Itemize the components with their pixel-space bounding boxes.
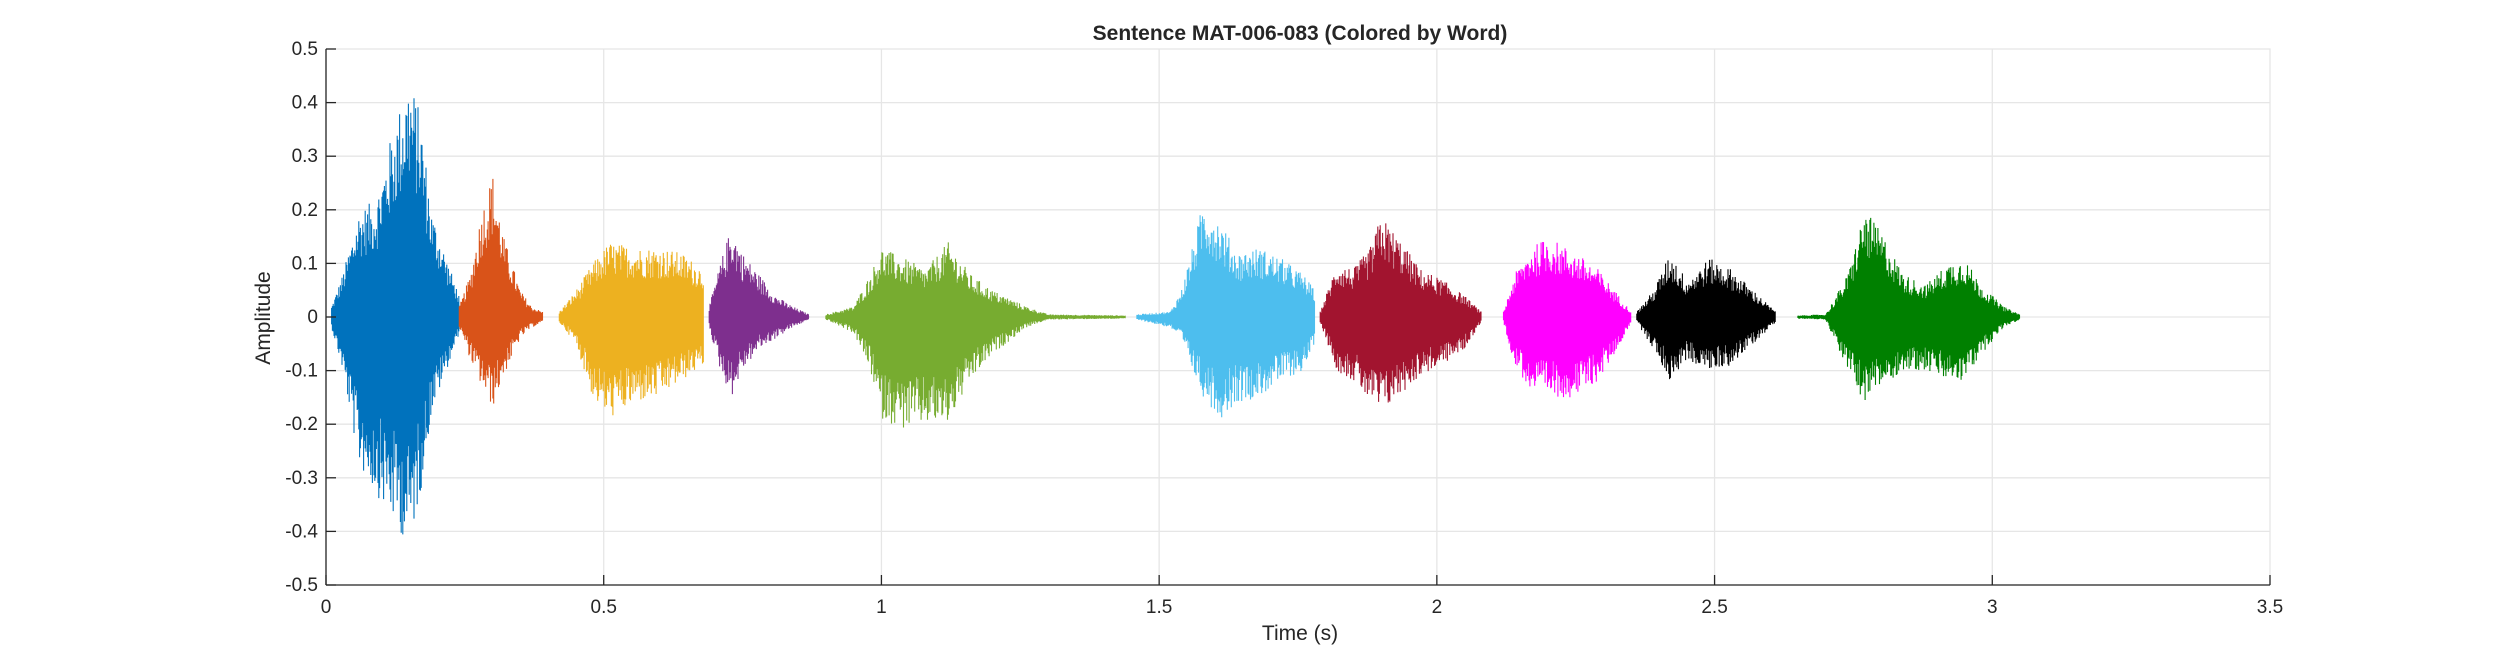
x-tick-label: 3	[1987, 597, 1998, 618]
waveform-segment-6	[1136, 215, 1316, 418]
y-tick-label: -0.4	[285, 521, 318, 542]
waveform-segment-7	[1319, 223, 1482, 403]
y-tick-label: 0.3	[292, 146, 318, 167]
x-tick-label: 1.5	[1146, 597, 1172, 618]
waveform-segment-5	[825, 242, 1126, 428]
waveform-segment-4	[708, 238, 810, 395]
x-tick-label: 2	[1432, 597, 1443, 618]
x-tick-label: 1	[876, 597, 887, 618]
y-tick-label: -0.3	[285, 468, 318, 489]
x-axis-label: Time (s)	[1262, 622, 1338, 645]
y-tick-label: 0.5	[292, 39, 318, 60]
x-tick-label: 2.5	[1701, 597, 1727, 618]
waveform-segment-1	[331, 98, 460, 535]
y-tick-label: -0.2	[285, 414, 318, 435]
y-tick-label: 0	[307, 307, 318, 328]
y-tick-label: 0.1	[292, 253, 318, 274]
chart-title: Sentence MAT-006-083 (Colored by Word)	[1093, 22, 1508, 45]
y-tick-label: 0.4	[292, 93, 319, 114]
y-tick-label: -0.5	[285, 575, 318, 596]
waveform-segment-3	[558, 244, 704, 416]
y-axis-label: Amplitude	[252, 271, 275, 364]
data-layer	[331, 98, 2021, 535]
waveform-segment-8	[1502, 242, 1632, 398]
waveform-segment-9	[1636, 259, 1776, 380]
waveform-segment-10	[1797, 217, 2021, 400]
y-tick-label: -0.1	[285, 361, 318, 382]
x-tick-label: 0	[321, 597, 332, 618]
x-tick-label: 0.5	[591, 597, 617, 618]
x-tick-label: 3.5	[2257, 597, 2283, 618]
y-tick-label: 0.2	[292, 200, 318, 221]
tick-layer: 0 0.5 1 1.5 2 2.5 3 3.5 -0.5 -0.4 -0.3 -0.2 -0.1 0 0.1…	[285, 39, 2283, 618]
waveform-segment-2	[458, 178, 544, 404]
